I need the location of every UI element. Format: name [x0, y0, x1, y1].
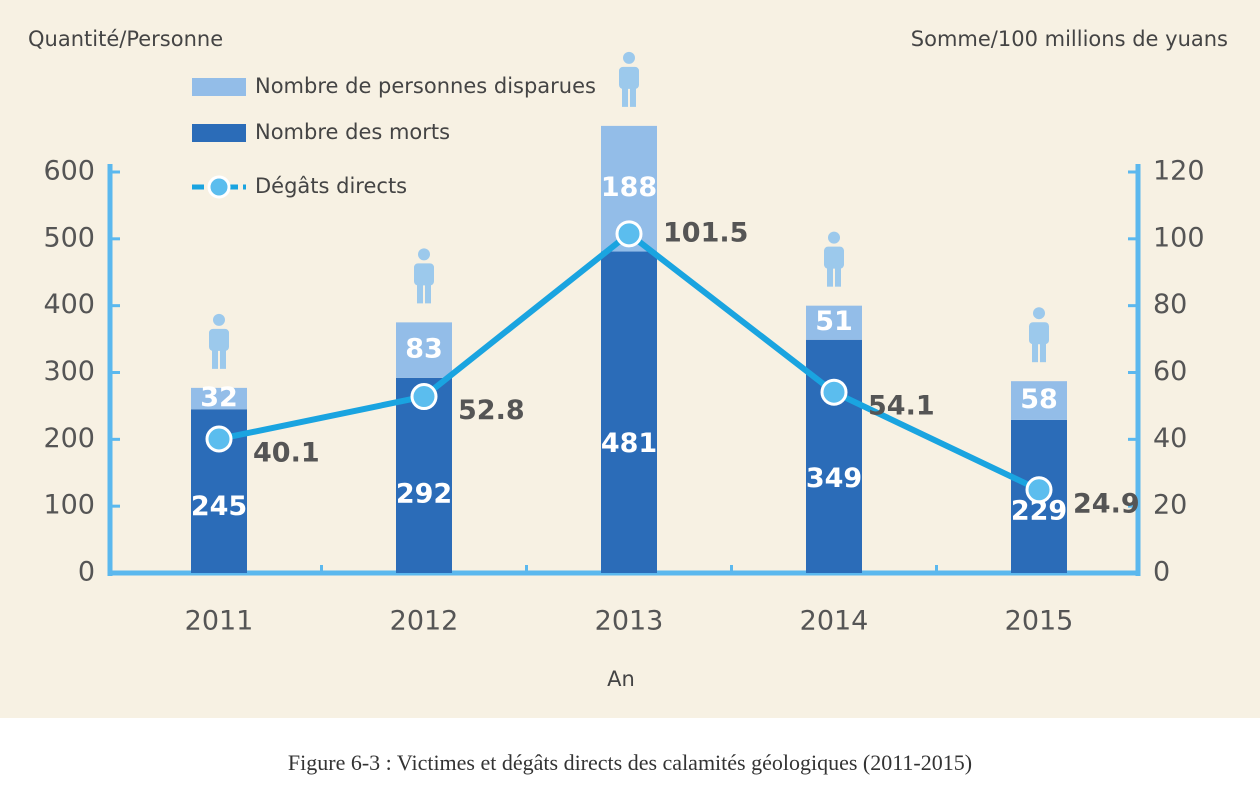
- person-icon-body: [1029, 322, 1049, 345]
- bar-segment: [601, 251, 657, 573]
- x-axis-title: An: [607, 667, 635, 691]
- person-icon-leg: [835, 266, 841, 287]
- person-icon-head: [1033, 307, 1045, 320]
- y-tick-label: 200: [43, 423, 95, 454]
- x-tick-label: 2014: [800, 606, 869, 637]
- x-tick-label: 2013: [595, 606, 664, 637]
- y-tick-label: 500: [43, 222, 95, 253]
- person-icon-leg: [1032, 342, 1038, 363]
- y2-tick-label: 20: [1153, 490, 1187, 521]
- bar-segment: [396, 377, 452, 573]
- person-icon-head: [623, 51, 635, 64]
- x-tick-label: 2015: [1005, 606, 1074, 637]
- y-axis-title: Quantité/Personne: [28, 27, 223, 51]
- person-icon-head: [213, 313, 225, 326]
- legend-marker: [207, 175, 231, 199]
- bar-value-label: 83: [405, 334, 443, 365]
- line-marker: [615, 220, 643, 248]
- person-icon-leg: [622, 86, 628, 107]
- y2-tick-label: 100: [1153, 222, 1205, 253]
- y-tick-label: 300: [43, 356, 95, 387]
- y2-tick-label: 80: [1153, 289, 1187, 320]
- legend-label: Dégâts directs: [255, 174, 407, 198]
- y-tick-label: 400: [43, 289, 95, 320]
- person-icon-leg: [417, 283, 423, 304]
- y2-tick-label: 0: [1153, 557, 1170, 588]
- bar-value-label: 32: [200, 382, 238, 413]
- bar-segment: [1011, 381, 1067, 420]
- person-icon-leg: [212, 348, 218, 369]
- y-tick-label: 0: [78, 557, 95, 588]
- x-tick-label: 2012: [390, 606, 459, 637]
- line-value-label: 52.8: [458, 395, 525, 426]
- y2-tick-label: 60: [1153, 356, 1187, 387]
- line-marker: [820, 378, 848, 406]
- person-icon-body: [824, 246, 844, 269]
- person-icon-leg: [827, 266, 833, 287]
- y2-axis-title: Somme/100 millions de yuans: [911, 27, 1228, 51]
- person-icon-leg: [1040, 342, 1046, 363]
- person-icon-leg: [220, 348, 226, 369]
- bar-value-label: 188: [601, 172, 657, 203]
- bar-value-label: 481: [601, 428, 657, 459]
- caption: Figure 6-3 : Victimes et dégâts directs …: [288, 750, 972, 775]
- person-icon-body: [209, 328, 229, 351]
- person-icon-leg: [425, 283, 431, 304]
- y2-tick-label: 120: [1153, 156, 1205, 187]
- y-tick-label: 600: [43, 156, 95, 187]
- bar-value-label: 245: [191, 491, 247, 522]
- line-value-label: 40.1: [253, 437, 320, 468]
- bar-value-label: 349: [806, 463, 862, 494]
- person-icon-head: [828, 231, 840, 244]
- line-marker: [410, 383, 438, 411]
- line-marker: [205, 425, 233, 453]
- bar-value-label: 58: [1020, 384, 1058, 415]
- person-icon-body: [414, 263, 434, 286]
- line-marker: [1025, 476, 1053, 504]
- bar-segment: [396, 322, 452, 378]
- y-tick-label: 100: [43, 490, 95, 521]
- line-value-label: 101.5: [663, 217, 748, 248]
- line-value-label: 54.1: [868, 391, 935, 422]
- person-icon-body: [619, 66, 639, 89]
- legend-swatch: [192, 78, 246, 96]
- person-icon-leg: [630, 86, 636, 107]
- line-value-label: 24.9: [1073, 488, 1140, 519]
- bar-value-label: 51: [815, 306, 853, 337]
- bar-segment: [191, 387, 247, 410]
- bar-value-label: 292: [396, 478, 452, 509]
- legend-label: Nombre de personnes disparues: [255, 74, 596, 98]
- bar-segment: [806, 305, 862, 340]
- y2-tick-label: 40: [1153, 423, 1187, 454]
- person-icon-head: [418, 248, 430, 261]
- x-tick-label: 2011: [185, 606, 254, 637]
- legend-swatch: [192, 124, 246, 142]
- legend-label: Nombre des morts: [255, 120, 450, 144]
